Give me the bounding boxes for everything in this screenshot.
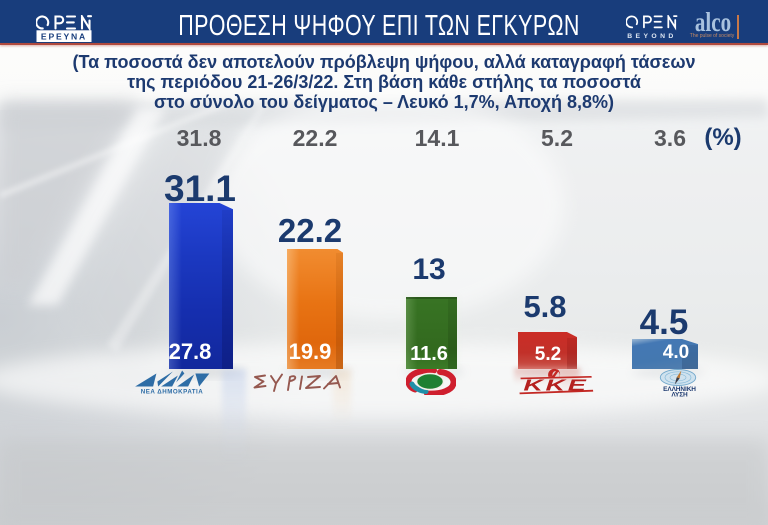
svg-text:ΕΛΛΗΝΙΚΗ: ΕΛΛΗΝΙΚΗ xyxy=(663,386,696,393)
svg-text:BEYOND: BEYOND xyxy=(627,33,676,40)
svg-text:ΕΡΕΥΝΑ: ΕΡΕΥΝΑ xyxy=(41,32,87,42)
svg-text:ΝΕΑ ΔΗΜΟΚΡΑΤΙΑ: ΝΕΑ ΔΗΜΟΚΡΑΤΙΑ xyxy=(141,389,204,396)
svg-text:KKE: KKE xyxy=(523,376,588,394)
svg-text:ΛΥΣΗ: ΛΥΣΗ xyxy=(671,392,688,399)
